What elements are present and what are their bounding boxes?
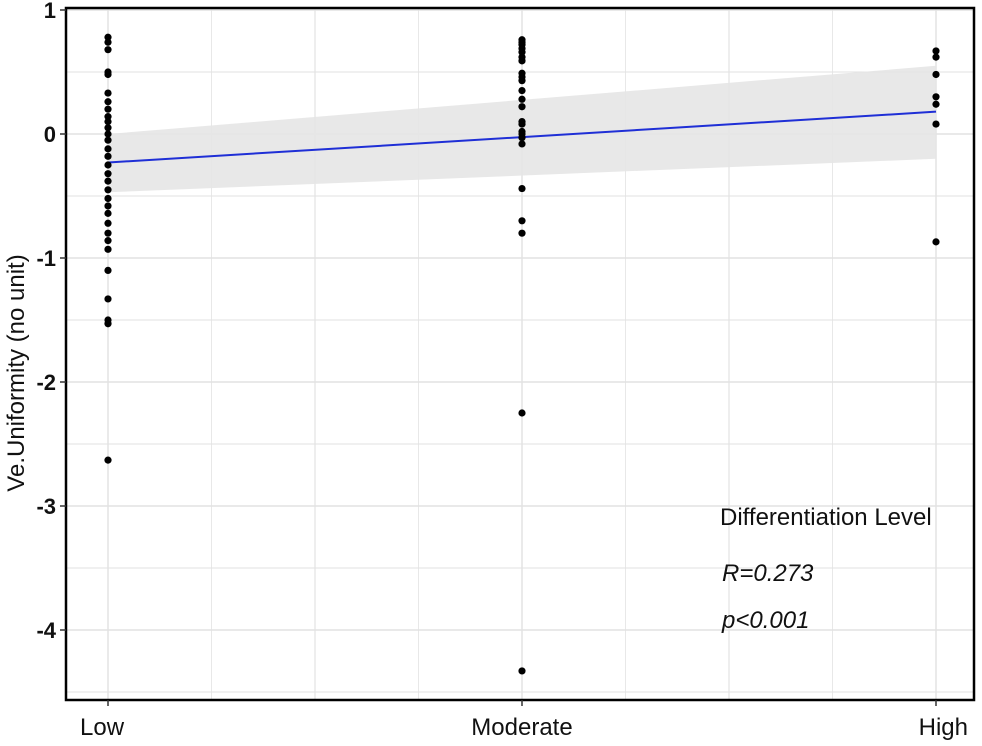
data-point-high — [932, 70, 940, 79]
data-point-high — [932, 238, 940, 246]
data-point-low — [104, 145, 112, 153]
y-tick-label: 1 — [44, 0, 56, 23]
data-points — [104, 33, 940, 675]
data-point-low — [104, 70, 112, 79]
data-point-moderate — [518, 48, 526, 56]
data-point-low — [104, 33, 112, 41]
x-tick-label: High — [919, 714, 968, 741]
data-point-low — [104, 124, 112, 132]
data-point-low — [104, 98, 112, 106]
data-point-high — [932, 120, 940, 128]
data-point-low — [104, 105, 112, 113]
p-value: p<0.001 — [721, 607, 809, 634]
data-point-low — [104, 113, 112, 121]
data-point-low — [104, 46, 112, 54]
data-point-moderate — [518, 140, 526, 148]
data-point-low — [104, 186, 112, 194]
y-axis-label: Ve.Uniformity (no unit) — [3, 254, 30, 491]
r-value: R=0.273 — [722, 560, 814, 587]
data-point-low — [104, 237, 112, 245]
data-point-low — [104, 456, 112, 464]
y-tick-label: -1 — [36, 246, 56, 271]
data-point-low — [104, 136, 112, 144]
data-point-low — [104, 38, 112, 46]
data-point-moderate — [518, 409, 526, 417]
data-point-high — [932, 100, 940, 108]
data-point-moderate — [518, 87, 526, 95]
y-tick-label: -2 — [36, 370, 56, 395]
data-point-low — [104, 130, 112, 138]
data-point-high — [932, 93, 940, 101]
data-point-moderate — [518, 77, 526, 85]
plot-border — [64, 6, 976, 702]
data-point-low — [104, 202, 112, 210]
data-point-low — [104, 320, 112, 328]
y-tick-label: -3 — [36, 494, 56, 519]
data-point-moderate — [518, 134, 526, 142]
data-point-low — [104, 118, 112, 126]
data-point-moderate — [518, 103, 526, 111]
data-point-low — [104, 219, 112, 227]
y-tick-label: -4 — [36, 618, 56, 643]
data-point-low — [104, 170, 112, 178]
data-point-low — [104, 295, 112, 303]
data-point-moderate — [518, 229, 526, 237]
x-tick-label: Moderate — [471, 714, 572, 741]
data-point-high — [932, 47, 940, 55]
y-axis-ticks: 1 0 -1 -2 -3 -4 — [36, 0, 66, 643]
data-point-low — [104, 161, 112, 169]
y-tick-label: 0 — [44, 122, 56, 147]
data-point-moderate — [518, 184, 526, 193]
data-point-low — [104, 209, 112, 217]
data-point-moderate — [518, 95, 526, 103]
data-point-moderate — [518, 120, 526, 128]
data-point-moderate — [518, 217, 526, 225]
x-axis-ticks: Low Moderate High — [80, 700, 968, 741]
data-point-moderate — [518, 57, 526, 65]
data-point-high — [932, 53, 940, 61]
data-point-low — [104, 89, 112, 97]
data-point-low — [104, 229, 112, 237]
data-point-low — [104, 152, 112, 160]
legend-title: Differentiation Level — [720, 504, 932, 531]
data-point-low — [104, 177, 112, 185]
data-point-low — [104, 194, 112, 203]
data-point-low — [104, 245, 112, 253]
data-point-low — [104, 266, 112, 274]
data-point-moderate — [518, 667, 526, 675]
x-tick-label: Low — [80, 714, 125, 741]
